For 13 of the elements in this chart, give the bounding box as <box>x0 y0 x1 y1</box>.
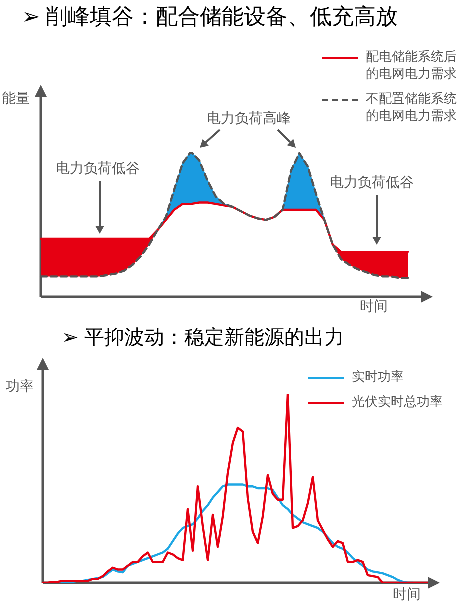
legend-label: 配电储能系统后的电网电力需求 <box>366 48 458 82</box>
text: 电力负荷高峰 <box>207 110 291 128</box>
annotation: 电力负荷低谷 <box>56 160 140 178</box>
x-axis-title: 时间 <box>393 586 421 604</box>
legend-label: 不配置储能系统的电网电力需求 <box>366 90 458 124</box>
y-axis-title: 功率 <box>6 378 34 396</box>
chart-title: ➢ 平抑波动：稳定新能源的出力 <box>62 326 345 351</box>
legend-label: 实时功率 <box>352 368 404 385</box>
chart-title: ➢ 削峰填谷：配合储能设备、低充高放 <box>22 3 398 31</box>
x-axis-title: 时间 <box>360 298 388 316</box>
legend-label: 光伏实时总功率 <box>352 393 443 410</box>
annotation: 电力负荷低谷 <box>330 174 414 192</box>
y-axis-title: 能量 <box>2 90 30 108</box>
